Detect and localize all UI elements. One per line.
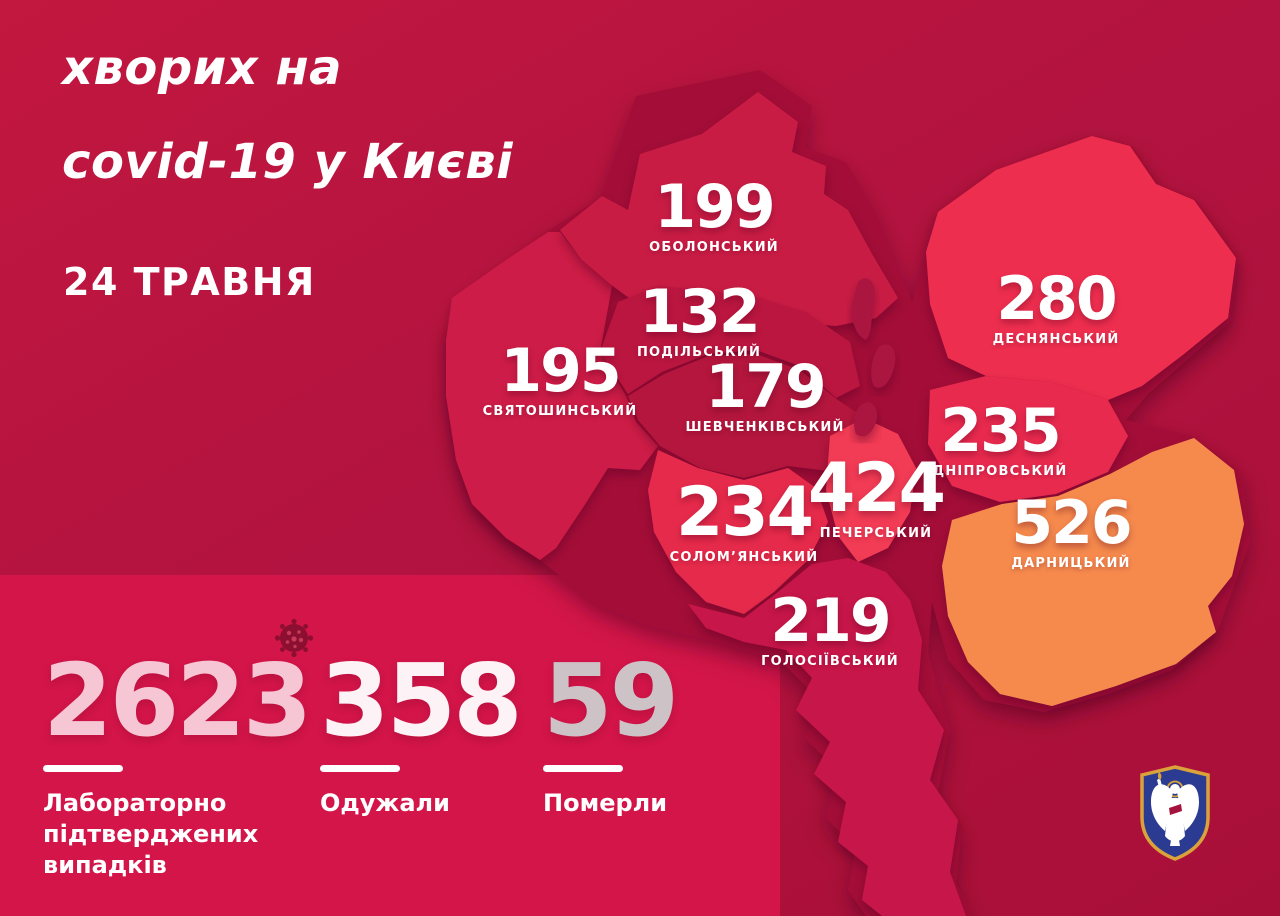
dnipro-island-shape — [854, 402, 878, 437]
district-name: ОБОЛОНСЬКИЙ — [649, 240, 779, 256]
stat-died: 59 Померли — [543, 642, 679, 819]
stat-died-label: Померли — [543, 789, 668, 817]
district-label-shevchenkivskyi: 179 ШЕВЧЕНКІВСЬКИЙ — [685, 352, 845, 436]
district-label-dniprovskyi: 235 ДНІПРОВСЬКИЙ — [932, 396, 1068, 480]
district-solomianskyi-shape — [648, 450, 828, 614]
district-label-desnianskyi: 280 ДЕСНЯНСЬКИЙ — [992, 264, 1120, 348]
stat-recovered-label: Одужали — [320, 789, 450, 817]
district-case-count: 280 — [996, 264, 1117, 334]
title-line-2: covid-19 у Києві — [62, 134, 514, 190]
district-case-count: 179 — [705, 352, 826, 422]
district-sviatoshynskyi-shape — [446, 232, 658, 560]
district-label-solomianskyi: 234 СОЛОМ’ЯНСЬКИЙ — [669, 473, 819, 565]
kyiv-coat-of-arms — [1140, 765, 1210, 861]
stat-confirmed-label: Лабораторно підтверджених випадків — [43, 789, 259, 880]
district-label-holosiivskyi: 219 ГОЛОСІЇВСЬКИЙ — [761, 586, 899, 670]
district-name: ДАРНИЦЬКИЙ — [1011, 556, 1131, 572]
district-obolonskyi-shape — [560, 92, 898, 344]
district-case-count: 219 — [770, 586, 891, 656]
district-desnianskyi-shape — [926, 136, 1236, 400]
district-case-count: 132 — [639, 277, 760, 347]
stat-confirmed: 2623 Лабораторно підтверджених випадків — [43, 642, 312, 882]
district-shevchenkivskyi-shape — [628, 354, 874, 478]
bottom-highlight-band — [0, 575, 780, 916]
stat-died-value: 59 — [543, 642, 679, 759]
page-title: хворих на covid-19 у Києві — [62, 44, 513, 186]
district-label-pecherskyi: 424 ПЕЧЕРСЬКИЙ — [808, 449, 946, 541]
report-date: 24 ТРАВНЯ — [63, 260, 316, 304]
dnipro-island-shape — [851, 278, 875, 340]
district-pecherskyi-shape — [826, 418, 916, 562]
district-name: ГОЛОСІЇВСЬКИЙ — [761, 654, 899, 670]
district-label-obolonskyi: 199 ОБОЛОНСЬКИЙ — [649, 172, 779, 256]
district-case-count: 199 — [654, 172, 775, 242]
title-line-1: хворих на — [62, 40, 343, 96]
district-case-count: 424 — [808, 449, 946, 528]
district-case-count: 526 — [1011, 488, 1132, 558]
district-holosiivskyi-shape — [688, 558, 966, 916]
district-label-darnytskyi: 526 ДАРНИЦЬКИЙ — [1011, 488, 1132, 572]
stat-recovered: 358 Одужали — [320, 642, 523, 819]
district-podilskyi-shape — [600, 286, 860, 398]
stat-recovered-value: 358 — [320, 642, 523, 759]
stat-underline — [43, 765, 123, 772]
district-label-podilskyi: 132 ПОДІЛЬСЬКИЙ — [636, 277, 762, 361]
stat-underline — [543, 765, 623, 772]
district-case-count: 235 — [940, 396, 1061, 466]
district-case-count: 234 — [676, 473, 814, 552]
district-case-count: 195 — [500, 336, 621, 406]
district-label-sviatoshynskyi: 195 СВЯТОШИНСЬКИЙ — [482, 336, 638, 420]
district-name: ШЕВЧЕНКІВСЬКИЙ — [685, 420, 845, 436]
district-darnytskyi-shape — [942, 438, 1244, 706]
district-name: ПЕЧЕРСЬКИЙ — [819, 525, 933, 541]
district-name: СВЯТОШИНСЬКИЙ — [482, 404, 638, 420]
district-name: СОЛОМ’ЯНСЬКИЙ — [669, 549, 819, 565]
dnipro-island-shape — [871, 344, 896, 388]
stat-confirmed-value: 2623 — [43, 642, 312, 759]
district-name: ДЕСНЯНСЬКИЙ — [992, 332, 1120, 348]
archangel-michael-figure — [1151, 772, 1199, 846]
district-dniprovskyi-shape — [928, 376, 1128, 502]
coronavirus-icon — [274, 618, 314, 658]
stat-underline — [320, 765, 400, 772]
district-name: ПОДІЛЬСЬКИЙ — [636, 345, 762, 361]
district-name: ДНІПРОВСЬКИЙ — [932, 464, 1068, 480]
